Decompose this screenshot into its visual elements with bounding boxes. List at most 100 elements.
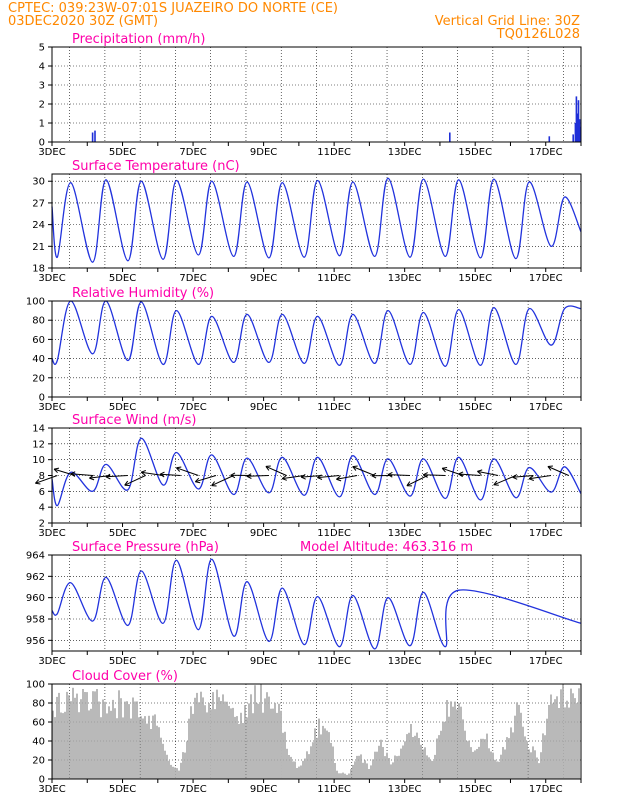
cloud-bar	[60, 712, 62, 779]
x-tick-label: 17DEC	[529, 528, 563, 539]
precip-bar	[548, 136, 551, 142]
cloud-bar	[202, 697, 204, 779]
wind-arrowhead	[300, 473, 306, 480]
cloud-bar	[88, 710, 90, 779]
cloud-bar	[82, 689, 84, 779]
x-tick-label: 9DEC	[250, 273, 277, 284]
header-grid-note: Vertical Grid Line: 30Z	[435, 14, 580, 29]
wind-arrow	[352, 466, 375, 476]
cloud-bar	[156, 725, 158, 779]
x-tick-label: 11DEC	[317, 147, 351, 158]
wind-arrow	[512, 475, 534, 478]
x-tick-label: 7DEC	[179, 273, 206, 284]
wind-arrow	[529, 475, 552, 480]
y-tick-label: 8	[39, 471, 45, 482]
cloud-bar	[544, 735, 546, 779]
cloud-bar	[124, 701, 126, 779]
cloud-bar	[116, 718, 118, 779]
cloud-bar	[260, 684, 262, 779]
cloud-bar	[114, 708, 116, 779]
cloud-bar	[334, 763, 336, 779]
cloud-bar	[556, 696, 558, 779]
y-tick-label: 962	[26, 572, 45, 583]
cloud-bar	[122, 717, 124, 779]
x-tick-label: 9DEC	[250, 784, 277, 795]
cloud-bar	[358, 755, 360, 779]
cloud-bar	[186, 741, 188, 779]
cloud-bar	[176, 768, 178, 779]
cloud-bar	[154, 714, 156, 779]
precip-bar	[577, 100, 580, 142]
cloud-bar	[398, 755, 400, 779]
y-tick-label: 5	[39, 43, 45, 54]
cloud-bar	[406, 734, 408, 779]
y-tick-label: 14	[32, 424, 45, 435]
cloud-bar	[324, 728, 326, 779]
cloud-bar	[444, 721, 446, 779]
cloud-bar	[570, 688, 572, 779]
y-tick-label: 2	[39, 519, 45, 530]
cloud-bar	[474, 750, 476, 779]
cloud-bar	[462, 719, 464, 779]
cloud-bar	[86, 692, 88, 779]
y-tick-label: 24	[32, 220, 45, 231]
cloud-bar	[146, 723, 148, 779]
cloud-bar	[574, 698, 576, 779]
cloud-bar	[258, 703, 260, 779]
cloud-bar	[212, 692, 214, 779]
cloud-bar	[104, 701, 106, 779]
cloud-bar	[250, 694, 252, 779]
series-line	[51, 177, 582, 263]
cloud-bar	[310, 746, 312, 779]
y-tick-label: 40	[32, 354, 45, 365]
cloud-bar	[350, 769, 352, 779]
cloud-bar	[552, 703, 554, 779]
cloud-bar	[554, 699, 556, 779]
x-tick-label: 3DEC	[38, 147, 65, 158]
cloud-bar	[514, 715, 516, 779]
cloud-bar	[304, 758, 306, 779]
cloud-bar	[306, 751, 308, 779]
cloud-bar	[302, 760, 304, 779]
y-tick-label: 40	[32, 737, 45, 748]
cloud-bar	[206, 712, 208, 779]
panel-frame	[51, 683, 582, 780]
cloud-bar	[228, 705, 230, 779]
cloud-bar	[450, 701, 452, 779]
cloud-bar	[528, 749, 530, 779]
wind-arrowhead	[35, 479, 41, 485]
y-tick-label: 0	[39, 393, 45, 404]
x-tick-label: 7DEC	[179, 402, 206, 413]
cloud-bar	[294, 761, 296, 779]
panel-5: 956 958 960 962 964 3DEC 5DEC 7DEC 9DEC 11DEC 13DE…	[26, 540, 582, 667]
wind-arrowhead	[176, 466, 182, 472]
cloud-bar	[332, 746, 334, 779]
wind-arrowhead	[422, 472, 428, 478]
cloud-bar	[130, 718, 132, 779]
cloud-bar	[166, 754, 168, 779]
x-tick-label: 5DEC	[109, 147, 136, 158]
y-tick-label: 3	[39, 81, 45, 92]
wind-arrowhead	[547, 465, 553, 471]
precip-bar	[574, 123, 577, 142]
cloud-bar	[208, 703, 210, 779]
cloud-bar	[518, 704, 520, 779]
cloud-bar	[386, 752, 388, 779]
cloud-bar	[490, 751, 492, 779]
cloud-bar	[380, 739, 382, 779]
cloud-bar	[508, 738, 510, 779]
cloud-bar	[184, 752, 186, 779]
x-tick-label: 13DEC	[388, 273, 422, 284]
cloud-bar	[62, 713, 64, 779]
cloud-bar	[524, 736, 526, 779]
cloud-bar	[158, 727, 160, 779]
wind-arrowhead	[387, 471, 393, 478]
cloud-bar	[416, 732, 418, 779]
cloud-bar	[532, 746, 534, 779]
cloud-bar	[268, 696, 270, 779]
cloud-bar	[242, 723, 244, 779]
cloud-bar	[542, 733, 544, 779]
cloud-bar	[290, 756, 292, 779]
wind-arrow	[282, 475, 305, 480]
x-tick-label: 7DEC	[179, 784, 206, 795]
